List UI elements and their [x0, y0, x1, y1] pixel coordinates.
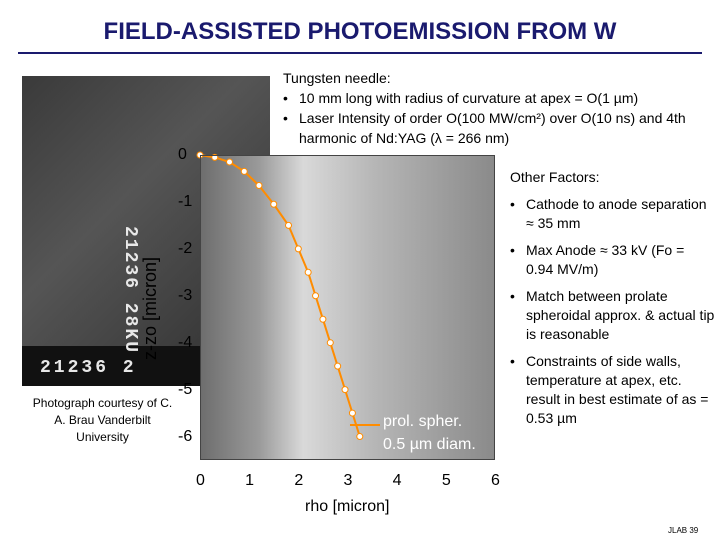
plot-background: [200, 155, 495, 460]
y-tick-label-5: -5: [178, 380, 193, 398]
curve-point-13: [341, 386, 349, 394]
other-factors: Other Factors: Cathode to anode separati…: [510, 168, 715, 428]
footer-label: JLAB 39: [668, 526, 699, 535]
curve-point-12: [334, 362, 342, 370]
needle-bullet-2: Laser Intensity of order O(100 MW/cm²) o…: [283, 108, 713, 148]
needle-description: Tungsten needle: 10 mm long with radius …: [283, 68, 713, 148]
x-tick-label-1: 1: [245, 472, 255, 489]
y-tick-label-2: -2: [178, 239, 193, 257]
curve-point-9: [312, 292, 320, 300]
factor-bullet-2: Max Anode ≈ 33 kV (Fo = 0.94 MV/m): [510, 241, 715, 279]
x-tick-label-2: 2: [294, 472, 304, 489]
x-axis-label: rho [micron]: [305, 498, 390, 515]
y-tick-label-6: -6: [178, 427, 193, 445]
curve-point-6: [285, 221, 292, 229]
curve-point-5: [270, 200, 278, 208]
prolate-spheroid-curve: [199, 154, 361, 437]
curve-point-15: [356, 433, 364, 441]
photo-caption: Photograph courtesy of C. A. Brau Vander…: [32, 396, 173, 444]
curve-point-11: [326, 339, 334, 347]
factor-bullet-3: Match between prolate spheroidal approx.…: [510, 287, 715, 344]
curve-point-7: [294, 245, 302, 253]
y-tick-label-3: -3: [178, 286, 193, 304]
y-tick-label-1: -1: [178, 192, 193, 210]
curve-point-14: [348, 409, 356, 417]
y-axis-label: z-zo [micron]: [140, 256, 160, 360]
x-tick-label-0: 0: [196, 472, 205, 489]
factor-bullet-1: Cathode to anode separation ≈ 35 mm: [510, 195, 715, 233]
curve-point-2: [226, 158, 233, 166]
plot-frame: [200, 155, 495, 460]
x-tick-label-3: 3: [343, 472, 353, 489]
curve-point-10: [319, 315, 327, 323]
other-factors-heading: Other Factors:: [510, 169, 600, 185]
legend-line-prolate: [350, 424, 380, 426]
legend-label-prolate: prol. spher.: [383, 413, 463, 430]
needle-heading: Tungsten needle:: [283, 70, 391, 86]
x-tick-label-4: 4: [392, 472, 402, 489]
y-tick-label-0: 0: [178, 146, 187, 163]
title-rule: [18, 52, 702, 54]
slide-title: FIELD-ASSISTED PHOTOEMISSION FROM W: [103, 18, 617, 45]
curve-point-8: [304, 268, 312, 276]
y-tick-label-4: -4: [178, 333, 193, 351]
factor-bullet-4: Constraints of side walls, temperature a…: [510, 352, 715, 428]
x-tick-label-5: 5: [441, 472, 451, 489]
photo-code-horizontal: 21236 2: [40, 358, 137, 378]
legend-label-diameter: 0.5 µm diam.: [383, 436, 476, 453]
curve-point-3: [240, 167, 248, 175]
x-tick-label-6: 6: [491, 472, 500, 489]
needle-bullet-1: 10 mm long with radius of curvature at a…: [283, 88, 713, 108]
curve-point-4: [255, 182, 263, 189]
